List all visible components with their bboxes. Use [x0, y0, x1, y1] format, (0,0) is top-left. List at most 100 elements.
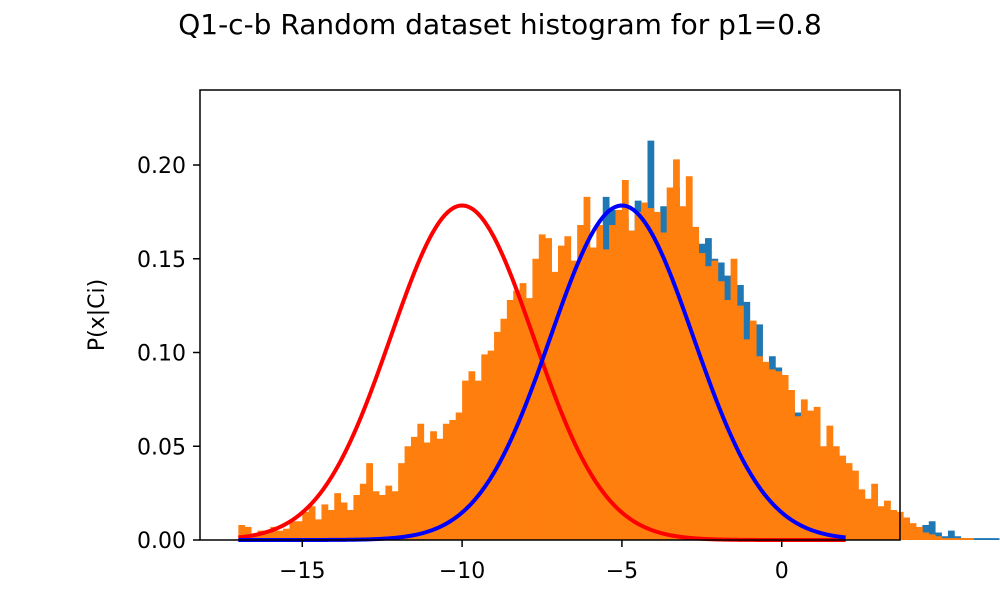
histogram-bar — [666, 187, 674, 540]
histogram-bar — [986, 538, 994, 541]
histogram-bar — [500, 318, 508, 540]
histogram-bar — [947, 530, 955, 541]
histogram-bar — [545, 238, 552, 541]
histogram-bar — [768, 369, 776, 541]
histogram-bar — [474, 380, 482, 541]
histogram-bar — [321, 504, 329, 541]
histogram-bar — [481, 354, 489, 541]
histogram-bar — [973, 538, 981, 541]
histogram-bar — [839, 455, 847, 541]
x-tick-label: 0 — [775, 559, 789, 584]
histogram-bar — [947, 538, 955, 541]
histogram-bar — [570, 260, 578, 541]
histogram-bar — [877, 506, 885, 540]
histogram-bar — [967, 538, 974, 541]
histogram-bar — [864, 498, 872, 540]
histogram-bar — [749, 320, 757, 541]
histogram-bar — [334, 493, 342, 541]
histogram-bar — [743, 339, 751, 541]
histogram-bar — [909, 523, 917, 541]
histogram-bar — [679, 206, 687, 540]
histogram-bar — [538, 234, 546, 541]
histogram-bar — [941, 536, 949, 540]
histogram-bar — [532, 258, 540, 540]
histogram-bar — [935, 536, 942, 540]
histogram-bar — [379, 495, 386, 540]
y-tick-label: 0.00 — [137, 529, 186, 554]
histogram-bar — [423, 442, 431, 540]
histogram-bar — [756, 356, 763, 540]
histogram-bar — [526, 298, 533, 541]
histogram-bar — [653, 211, 661, 541]
histogram-bar — [442, 423, 450, 540]
histogram-bar — [289, 521, 297, 540]
histogram-bar — [315, 519, 322, 541]
x-tick-label: −15 — [279, 559, 325, 584]
histogram-bar — [327, 510, 335, 540]
histogram-bar — [941, 538, 949, 541]
histogram-bar — [813, 406, 821, 541]
histogram-bar — [954, 538, 962, 541]
histogram-bar — [359, 483, 367, 540]
histogram-bar — [685, 176, 693, 540]
histogram-bar — [347, 510, 354, 540]
histogram-bar — [775, 371, 783, 540]
histogram-bar — [410, 436, 418, 541]
y-axis: 0.00 0.05 0.10 0.15 0.20 — [137, 154, 200, 554]
histogram-bar — [385, 485, 393, 541]
histogram-bar — [308, 506, 316, 540]
histogram-bar — [928, 534, 936, 541]
histogram-bar — [634, 211, 642, 541]
histogram-bar — [845, 463, 853, 541]
histogram-bar — [391, 491, 399, 540]
histogram-bar — [583, 196, 591, 540]
histogram-bar — [244, 526, 252, 541]
histogram-bar — [794, 416, 802, 540]
histogram-bar — [992, 538, 1000, 541]
histogram-bar — [621, 180, 629, 540]
histogram-bar — [238, 525, 246, 540]
histogram-bar — [660, 232, 668, 540]
histogram-bar — [915, 526, 923, 541]
histogram-bar — [295, 521, 303, 540]
histogram-bar — [858, 489, 866, 541]
histogram-bar — [398, 463, 405, 541]
histogram-bar — [404, 446, 412, 540]
histogram-bar — [506, 300, 514, 540]
x-tick-label: −10 — [439, 559, 485, 584]
histogram-bar — [487, 350, 495, 541]
y-tick-label: 0.15 — [137, 248, 186, 273]
histogram-bar — [455, 412, 463, 540]
histogram-bar — [436, 438, 444, 540]
histogram-bar — [884, 500, 891, 541]
histogram-bar — [852, 470, 859, 541]
histogram-bar — [564, 236, 572, 540]
histogram-bar — [557, 245, 565, 541]
histogram-bar — [692, 226, 700, 540]
histogram-bar — [736, 305, 744, 541]
plot-frame — [199, 89, 901, 541]
histogram-bar — [641, 202, 648, 540]
histogram-bar — [551, 271, 559, 541]
histogram-series-1 — [238, 159, 974, 541]
histogram-bar — [589, 247, 597, 540]
histogram-bar — [251, 534, 258, 541]
histogram-bar — [366, 463, 373, 541]
histogram-bar — [826, 425, 834, 541]
histogram-bar — [270, 526, 278, 541]
histogram-bar — [283, 528, 290, 540]
histogram-bar — [276, 530, 284, 541]
histogram-bar — [609, 225, 616, 540]
histogram-bar — [890, 510, 898, 540]
histogram-bar — [762, 361, 770, 541]
histogram-bar — [462, 380, 469, 541]
histogram-bar — [372, 491, 380, 540]
histogram-bar — [807, 410, 815, 541]
histogram-bar — [302, 511, 310, 541]
histogram-bar — [628, 230, 636, 540]
x-axis: −15 −10 −5 0 — [279, 540, 789, 584]
histogram-bar — [263, 532, 271, 540]
histogram-bar — [954, 536, 962, 540]
